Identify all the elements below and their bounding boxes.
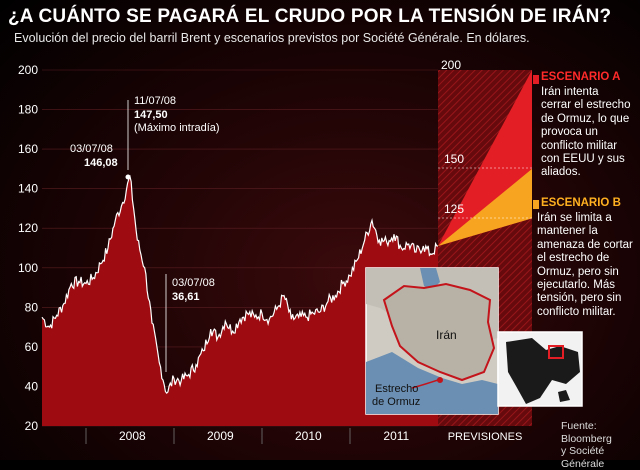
annotation-value: 146,08 bbox=[84, 157, 118, 169]
annotation-note: (Máximo intradía) bbox=[134, 122, 220, 134]
x-tick-label: 2008 bbox=[119, 429, 146, 443]
map-label-strait: Estrecho de Ormuz bbox=[372, 383, 420, 408]
iran-territory bbox=[382, 282, 496, 382]
caspian-sea bbox=[420, 268, 440, 290]
scenario-a-title: ESCENARIO A bbox=[541, 71, 621, 83]
annotation-value: 36,61 bbox=[172, 291, 200, 303]
x-tick-label: 2009 bbox=[207, 429, 234, 443]
y-tick-label: 120 bbox=[18, 221, 38, 235]
y-axis: 20 40 60 80 100 120 140 160 180 200 bbox=[18, 63, 38, 433]
map-label-iran: Irán bbox=[436, 328, 457, 342]
annotation-peak-close: 03/07/08 146,08 bbox=[70, 143, 131, 180]
x-tick-label: 2011 bbox=[383, 429, 409, 443]
scenario-b-line: ejecutarlo. Más bbox=[537, 279, 615, 292]
source-line: y Société Générale bbox=[561, 445, 605, 470]
y-tick-label: 100 bbox=[18, 261, 38, 275]
y-tick-label: 140 bbox=[18, 182, 38, 196]
scenario-b-line: mantener la bbox=[537, 225, 598, 238]
annotation-value: 147,50 bbox=[134, 109, 168, 121]
scenario-wedges bbox=[438, 70, 532, 247]
scenario-b-line: tensión, pero sin bbox=[537, 292, 622, 305]
persian-gulf-water bbox=[366, 352, 498, 414]
y-tick-label: 200 bbox=[18, 63, 38, 77]
scenario-a-line: de Ormuz, lo que bbox=[541, 112, 630, 125]
scenario-a-line: provoca un bbox=[541, 126, 598, 139]
forecast-label-200: 200 bbox=[441, 58, 461, 72]
scenario-a-line: conflicto militar bbox=[541, 139, 618, 152]
scenario-b-title: ESCENARIO B bbox=[541, 197, 621, 209]
scenario-a-marker bbox=[533, 75, 539, 84]
price-area bbox=[42, 176, 438, 426]
forecast-label-125: 125 bbox=[444, 202, 464, 216]
forecast-label-150: 150 bbox=[444, 152, 464, 166]
price-line bbox=[41, 174, 439, 394]
scenario-a-line: con EEUU y sus bbox=[541, 153, 625, 166]
x-tick-label: 2010 bbox=[295, 429, 322, 443]
scenario-a-text: Irán intenta cerrar el estrecho de Ormuz… bbox=[541, 86, 630, 180]
x-tick-label: PREVISIONES bbox=[448, 431, 523, 443]
scenario-b-text: Irán se limita a mantener la amenaza de … bbox=[537, 212, 633, 319]
annotation-date: 03/07/08 bbox=[172, 277, 215, 289]
annotation-dot bbox=[125, 174, 131, 180]
iran-inset-map: Irán Estrecho de Ormuz bbox=[365, 267, 499, 415]
locator-box bbox=[548, 345, 564, 359]
scenario-a-line: cerrar el estrecho bbox=[541, 99, 631, 112]
y-tick-label: 160 bbox=[18, 142, 38, 156]
source-line: Fuente: Bloomberg bbox=[561, 420, 612, 445]
y-tick-label: 180 bbox=[18, 103, 38, 117]
scenario-b-line: amenaza de cortar bbox=[537, 238, 633, 251]
annotation-date: 03/07/08 bbox=[70, 143, 113, 155]
annotation-max-intraday: 11/07/08 147,50 (Máximo intradía) bbox=[127, 95, 220, 170]
scenario-b-line: el estrecho de bbox=[537, 252, 610, 265]
scenario-a-line: aliados. bbox=[541, 166, 581, 179]
scenario-b-line: Ormuz, pero sin bbox=[537, 265, 619, 278]
scenario-b-wedge bbox=[438, 168, 532, 247]
y-tick-label: 60 bbox=[25, 340, 39, 354]
world-locator-map bbox=[497, 331, 583, 407]
scenario-b-line: Irán se limita a bbox=[537, 212, 612, 224]
scenario-a-line: Irán intenta bbox=[541, 86, 599, 98]
x-axis: 2008 2009 2010 2011 PREVISIONES bbox=[85, 428, 523, 444]
page-title: ¿A CUÁNTO SE PAGARÁ EL CRUDO POR LA TENS… bbox=[8, 6, 612, 27]
y-tick-label: 80 bbox=[25, 300, 39, 314]
annotation-date: 11/07/08 bbox=[134, 95, 176, 107]
scenario-b-line: conflicto militar. bbox=[537, 305, 616, 318]
scenario-b-marker bbox=[533, 200, 539, 209]
hormuz-marker bbox=[437, 377, 443, 383]
page-subtitle: Evolución del precio del barril Brent y … bbox=[14, 31, 530, 45]
y-tick-label: 40 bbox=[25, 379, 39, 393]
y-tick-label: 20 bbox=[25, 419, 39, 433]
hormuz-pointer bbox=[411, 379, 439, 389]
source-note: Fuente: Bloomberg y Société Générale bbox=[561, 420, 640, 470]
annotation-low: 03/07/08 36,61 bbox=[165, 274, 215, 372]
